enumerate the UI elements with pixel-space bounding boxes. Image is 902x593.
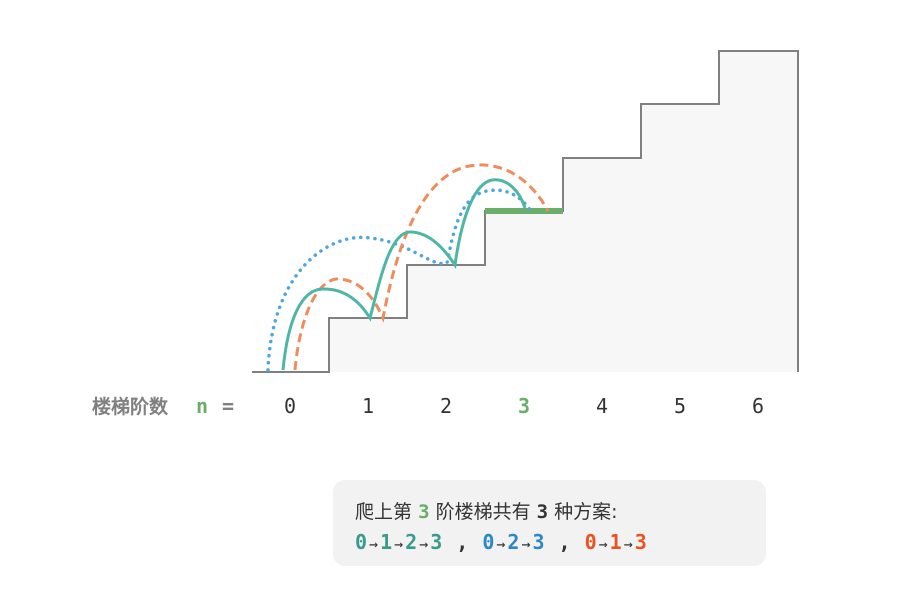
step-label-5: 5 xyxy=(674,394,686,418)
step-label-2: 2 xyxy=(440,394,452,418)
arrow-icon: → xyxy=(623,535,633,553)
sequence-separator: , xyxy=(558,530,571,554)
sequence-separator: , xyxy=(456,530,469,554)
caption-box: 爬上第 3 阶楼梯共有 3 种方案: 0 → 1 → 2 → 3, 0 → 2 → 3, 0 → 1 → 3 xyxy=(333,480,766,566)
step-labels: 0 1 2 3 4 5 6 xyxy=(284,394,764,418)
caption-sequences: 0 → 1 → 2 → 3, 0 → 2 → 3, 0 → 1 → 3 xyxy=(355,530,647,554)
step-label-0: 0 xyxy=(284,394,296,418)
caption-line-1: 爬上第 3 阶楼梯共有 3 种方案: xyxy=(355,497,618,524)
sequence-1-step: 2 xyxy=(507,530,520,554)
caption-step-number: 3 xyxy=(418,501,430,523)
caption-suffix: 种方案: xyxy=(554,501,618,523)
axis-variable-n: n xyxy=(196,394,208,418)
sequence-2-step: 3 xyxy=(634,530,647,554)
axis-label: 楼梯阶数 xyxy=(92,395,169,418)
sequence-2-step: 1 xyxy=(609,530,622,554)
caption-count: 3 xyxy=(536,501,549,523)
caption-mid: 阶楼梯共有 xyxy=(435,501,531,523)
arrow-icon: → xyxy=(369,535,379,553)
path-0-2-3-blue xyxy=(266,188,532,372)
arrow-icon: → xyxy=(496,535,506,553)
axis-equals: = xyxy=(222,394,234,418)
sequence-0-step: 0 xyxy=(355,530,368,554)
sequence-1-step: 3 xyxy=(532,530,545,554)
sequence-0-step: 3 xyxy=(430,530,443,554)
arrow-icon: → xyxy=(394,535,404,553)
step-label-6: 6 xyxy=(752,394,764,418)
step-label-4: 4 xyxy=(596,394,608,418)
path-0-1-2-3-teal xyxy=(281,178,527,371)
sequence-0-step: 1 xyxy=(380,530,393,554)
arrow-icon: → xyxy=(598,535,608,553)
caption-prefix: 爬上第 xyxy=(355,501,413,523)
sequence-0-step: 2 xyxy=(405,530,418,554)
arrow-icon: → xyxy=(521,535,531,553)
step-label-1: 1 xyxy=(362,394,374,418)
path-0-1-3-orange xyxy=(293,163,550,371)
sequence-2-step: 0 xyxy=(584,530,597,554)
step-label-3: 3 xyxy=(518,394,530,418)
sequence-1-step: 0 xyxy=(482,530,495,554)
arrow-icon: → xyxy=(419,535,429,553)
